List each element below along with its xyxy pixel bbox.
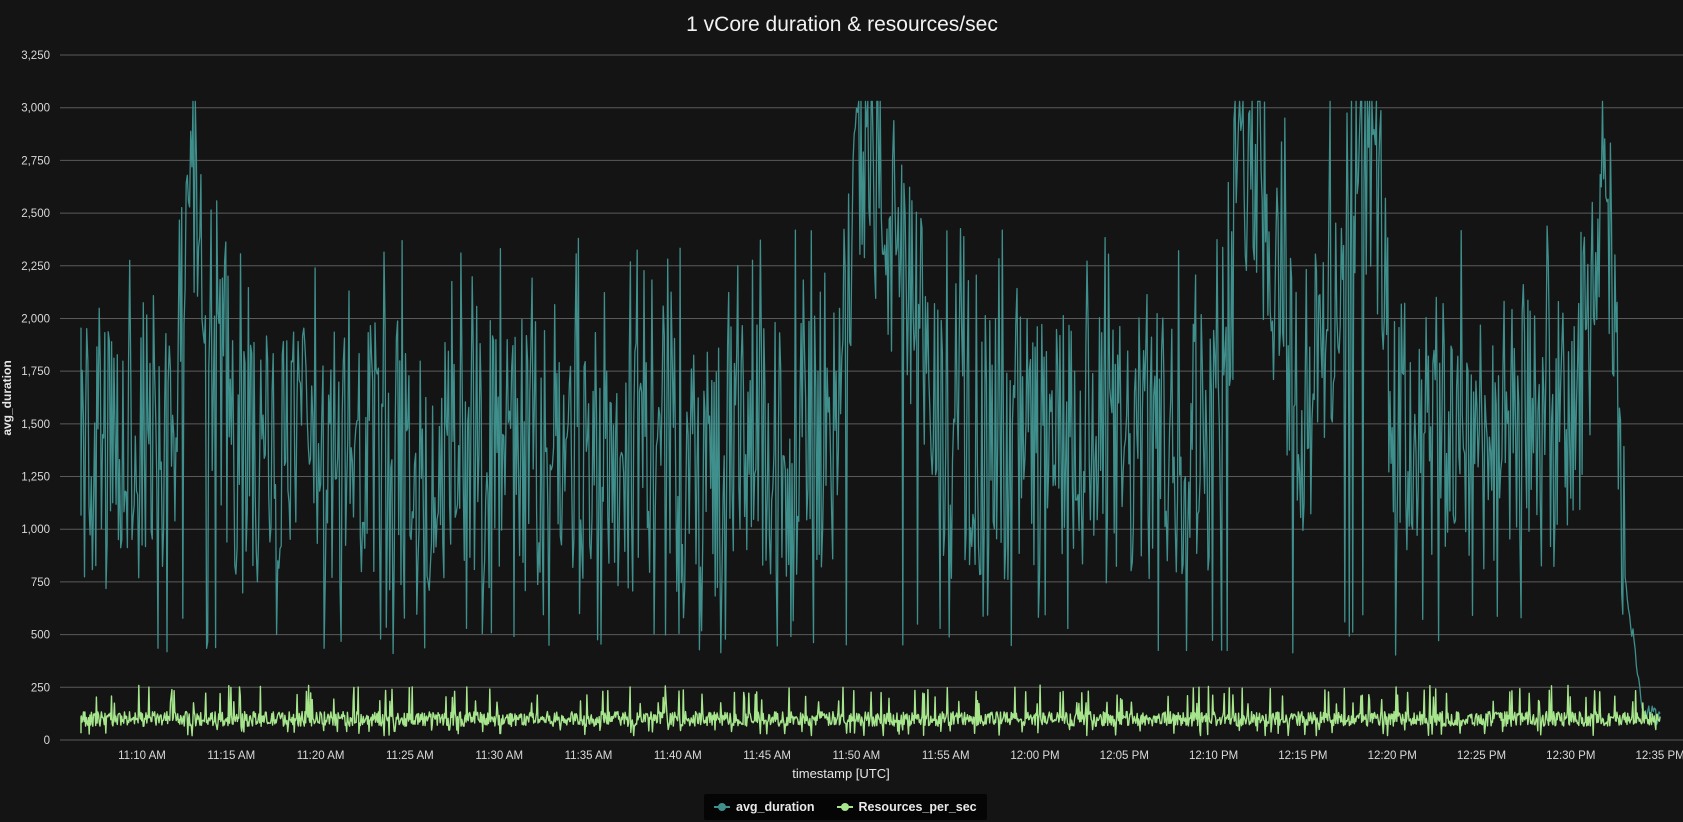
legend-item-resources-per-sec[interactable]: Resources_per_sec xyxy=(836,800,977,814)
series-line-resources-per-sec xyxy=(80,684,1661,737)
y-tick-label: 1,750 xyxy=(21,366,50,378)
x-tick-label: 12:10 PM xyxy=(1189,750,1238,762)
x-tick-label: 12:25 PM xyxy=(1457,750,1506,762)
y-tick-label: 1,500 xyxy=(21,419,50,431)
legend-label: Resources_per_sec xyxy=(858,800,977,814)
x-axis-ticks: 11:10 AM 11:15 AM 11:20 AM 11:25 AM 11:30 AM… xyxy=(118,750,1683,762)
legend-marker-icon xyxy=(836,801,853,813)
legend-marker-icon xyxy=(714,801,730,813)
chart-title: 1 vCore duration & resources/sec xyxy=(686,13,998,36)
y-tick-label: 0 xyxy=(44,735,50,747)
x-tick-label: 12:05 PM xyxy=(1100,750,1149,762)
legend: avg_duration Resources_per_sec xyxy=(704,794,987,820)
y-tick-label: 2,750 xyxy=(21,155,50,167)
legend-item-avg-duration[interactable]: avg_duration xyxy=(714,800,815,814)
y-tick-label: 250 xyxy=(31,682,50,694)
series-line-avg-duration xyxy=(80,100,1661,726)
legend-label: avg_duration xyxy=(736,800,815,814)
y-tick-label: 1,250 xyxy=(21,472,50,484)
y-axis-title: avg_duration xyxy=(0,360,14,435)
y-tick-label: 2,500 xyxy=(21,208,50,220)
y-axis-ticks: 0 250 500 750 1,000 1,250 1,500 1,750 2,000 2,250… xyxy=(21,50,50,747)
y-tick-label: 500 xyxy=(31,630,50,642)
x-tick-label: 11:10 AM xyxy=(118,750,166,762)
x-tick-label: 11:15 AM xyxy=(207,750,255,762)
x-tick-label: 11:35 AM xyxy=(565,750,613,762)
y-tick-label: 1,000 xyxy=(21,524,50,536)
y-tick-label: 2,250 xyxy=(21,261,50,273)
x-tick-label: 11:45 AM xyxy=(743,750,791,762)
y-tick-label: 750 xyxy=(31,577,50,589)
x-tick-label: 12:00 PM xyxy=(1010,750,1059,762)
x-tick-label: 11:30 AM xyxy=(475,750,523,762)
x-tick-label: 12:15 PM xyxy=(1278,750,1327,762)
x-tick-label: 12:20 PM xyxy=(1368,750,1417,762)
x-axis-title: timestamp [UTC] xyxy=(792,766,890,781)
x-tick-label: 11:25 AM xyxy=(386,750,434,762)
y-tick-label: 2,000 xyxy=(21,313,50,325)
x-tick-label: 11:40 AM xyxy=(654,750,702,762)
x-tick-label: 11:50 AM xyxy=(833,750,881,762)
x-tick-label: 12:30 PM xyxy=(1546,750,1595,762)
y-tick-label: 3,250 xyxy=(21,50,50,62)
plot-area xyxy=(80,100,1661,737)
x-tick-label: 11:55 AM xyxy=(922,750,970,762)
y-tick-label: 3,000 xyxy=(21,103,50,115)
x-tick-label: 11:20 AM xyxy=(297,750,345,762)
x-tick-label: 12:35 PM xyxy=(1635,750,1683,762)
